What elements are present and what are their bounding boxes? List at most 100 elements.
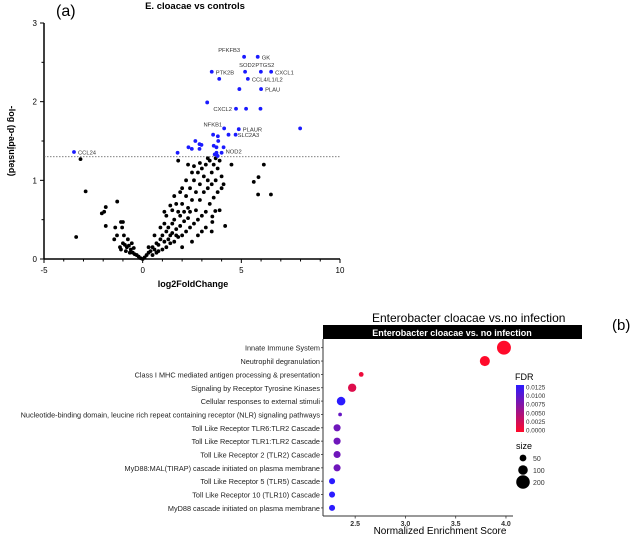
x-tick-label: -5 — [40, 266, 48, 275]
data-point — [217, 208, 222, 213]
fdr-tick-label: 0.0125 — [526, 385, 546, 392]
facet-label: Enterobacter cloacae vs. no infection — [372, 328, 532, 338]
x-tick-label: 0 — [140, 266, 145, 275]
data-point — [186, 205, 190, 210]
enrichment-x-label: Normalized Enrichment Score — [374, 526, 507, 537]
enrichment-dot — [329, 491, 336, 498]
data-point — [113, 225, 118, 230]
data-point — [188, 225, 192, 230]
significant-point — [217, 76, 222, 81]
data-point — [192, 178, 196, 183]
volcano-x-label: log2FoldChange — [158, 279, 229, 289]
y-tick-label: 2 — [33, 98, 38, 107]
significant-point — [258, 106, 263, 111]
fdr-tick-label: 0.0050 — [526, 410, 546, 417]
significant-point — [197, 146, 202, 151]
size-legend-label: 50 — [533, 456, 541, 463]
data-point — [205, 156, 210, 161]
fdr-tick-label: 0.0000 — [526, 428, 546, 435]
significant-point — [215, 134, 220, 139]
significant-point — [255, 54, 260, 59]
significant-point — [245, 76, 250, 81]
data-point — [166, 225, 171, 230]
data-point — [184, 229, 188, 234]
x-tick-label: 3.0 — [401, 521, 411, 528]
significant-point — [234, 106, 238, 111]
pathway-label: Innate Immune System — [245, 344, 320, 353]
data-point — [170, 208, 175, 213]
data-point — [176, 158, 181, 163]
significant-point — [175, 150, 180, 155]
gene-label: CXCL1 — [275, 70, 294, 76]
data-point — [148, 249, 153, 254]
data-point — [170, 231, 175, 235]
data-point — [229, 162, 234, 167]
data-point — [164, 213, 169, 218]
data-point — [83, 189, 88, 194]
data-point — [190, 239, 194, 244]
data-point — [203, 225, 208, 230]
x-tick-label: 4.0 — [501, 521, 511, 528]
pathway-label: Nucleotide-binding domain, leucine rich … — [21, 410, 321, 419]
data-point — [184, 194, 188, 198]
enrichment-dot — [358, 372, 364, 377]
data-point — [256, 175, 261, 180]
data-point — [164, 245, 169, 250]
data-point — [188, 209, 192, 214]
size-legend-label: 200 — [533, 480, 545, 487]
data-point — [201, 190, 206, 195]
significant-point — [205, 100, 210, 105]
significant-point — [242, 54, 246, 59]
significant-point — [216, 139, 221, 143]
panel-label-a: (a) — [56, 3, 76, 20]
data-point — [210, 220, 215, 224]
data-point — [176, 209, 181, 214]
data-point — [209, 170, 214, 175]
pathway-label: Toll Like Receptor 2 (TLR2) Cascade — [200, 451, 320, 460]
data-point — [215, 166, 220, 171]
data-point — [172, 194, 177, 198]
size-legend-dot — [519, 454, 527, 462]
data-point — [210, 214, 215, 219]
pathway-label: MyD88 cascade initiated on plasma membra… — [168, 504, 320, 513]
significant-point — [226, 132, 231, 137]
pathway-label: Toll Like Receptor 10 (TLR10) Cascade — [192, 491, 320, 500]
data-point — [178, 213, 183, 218]
size-legend-title: size — [516, 441, 532, 451]
fdr-legend-title: FDR — [515, 372, 534, 382]
data-point — [203, 162, 208, 167]
data-point — [196, 217, 200, 222]
data-point — [74, 235, 79, 239]
data-point — [103, 224, 108, 228]
significant-point — [214, 145, 219, 150]
data-point — [115, 233, 119, 238]
enrichment-dot — [333, 437, 341, 445]
pathway-label: MyD88:MAL(TIRAP) cascade initiated on pl… — [125, 464, 320, 473]
enrichment-dot — [479, 356, 490, 367]
data-point — [251, 180, 256, 184]
significant-point — [211, 132, 216, 137]
fdr-tick-label: 0.0075 — [526, 402, 546, 409]
gene-label: CCL24 — [78, 151, 97, 157]
y-tick-label: 3 — [33, 19, 38, 28]
data-point — [196, 233, 200, 238]
data-point — [211, 162, 216, 167]
size-legend-dot — [516, 475, 530, 489]
data-point — [201, 174, 206, 179]
fdr-colorbar — [516, 385, 524, 432]
significant-point — [214, 150, 219, 155]
significant-point — [222, 126, 227, 131]
data-point — [186, 216, 190, 220]
data-point — [112, 237, 117, 242]
data-point — [182, 219, 187, 224]
significant-point — [209, 69, 214, 74]
data-point — [178, 190, 183, 195]
pathway-label: Toll Like Receptor TLR1:TLR2 Cascade — [192, 437, 320, 446]
significant-point — [193, 139, 198, 143]
data-point — [131, 246, 136, 250]
data-point — [213, 178, 218, 183]
significant-point — [215, 154, 220, 158]
gene-label: NFKB1 — [203, 122, 222, 128]
x-tick-label: 3.5 — [451, 521, 461, 528]
data-point — [203, 209, 208, 214]
